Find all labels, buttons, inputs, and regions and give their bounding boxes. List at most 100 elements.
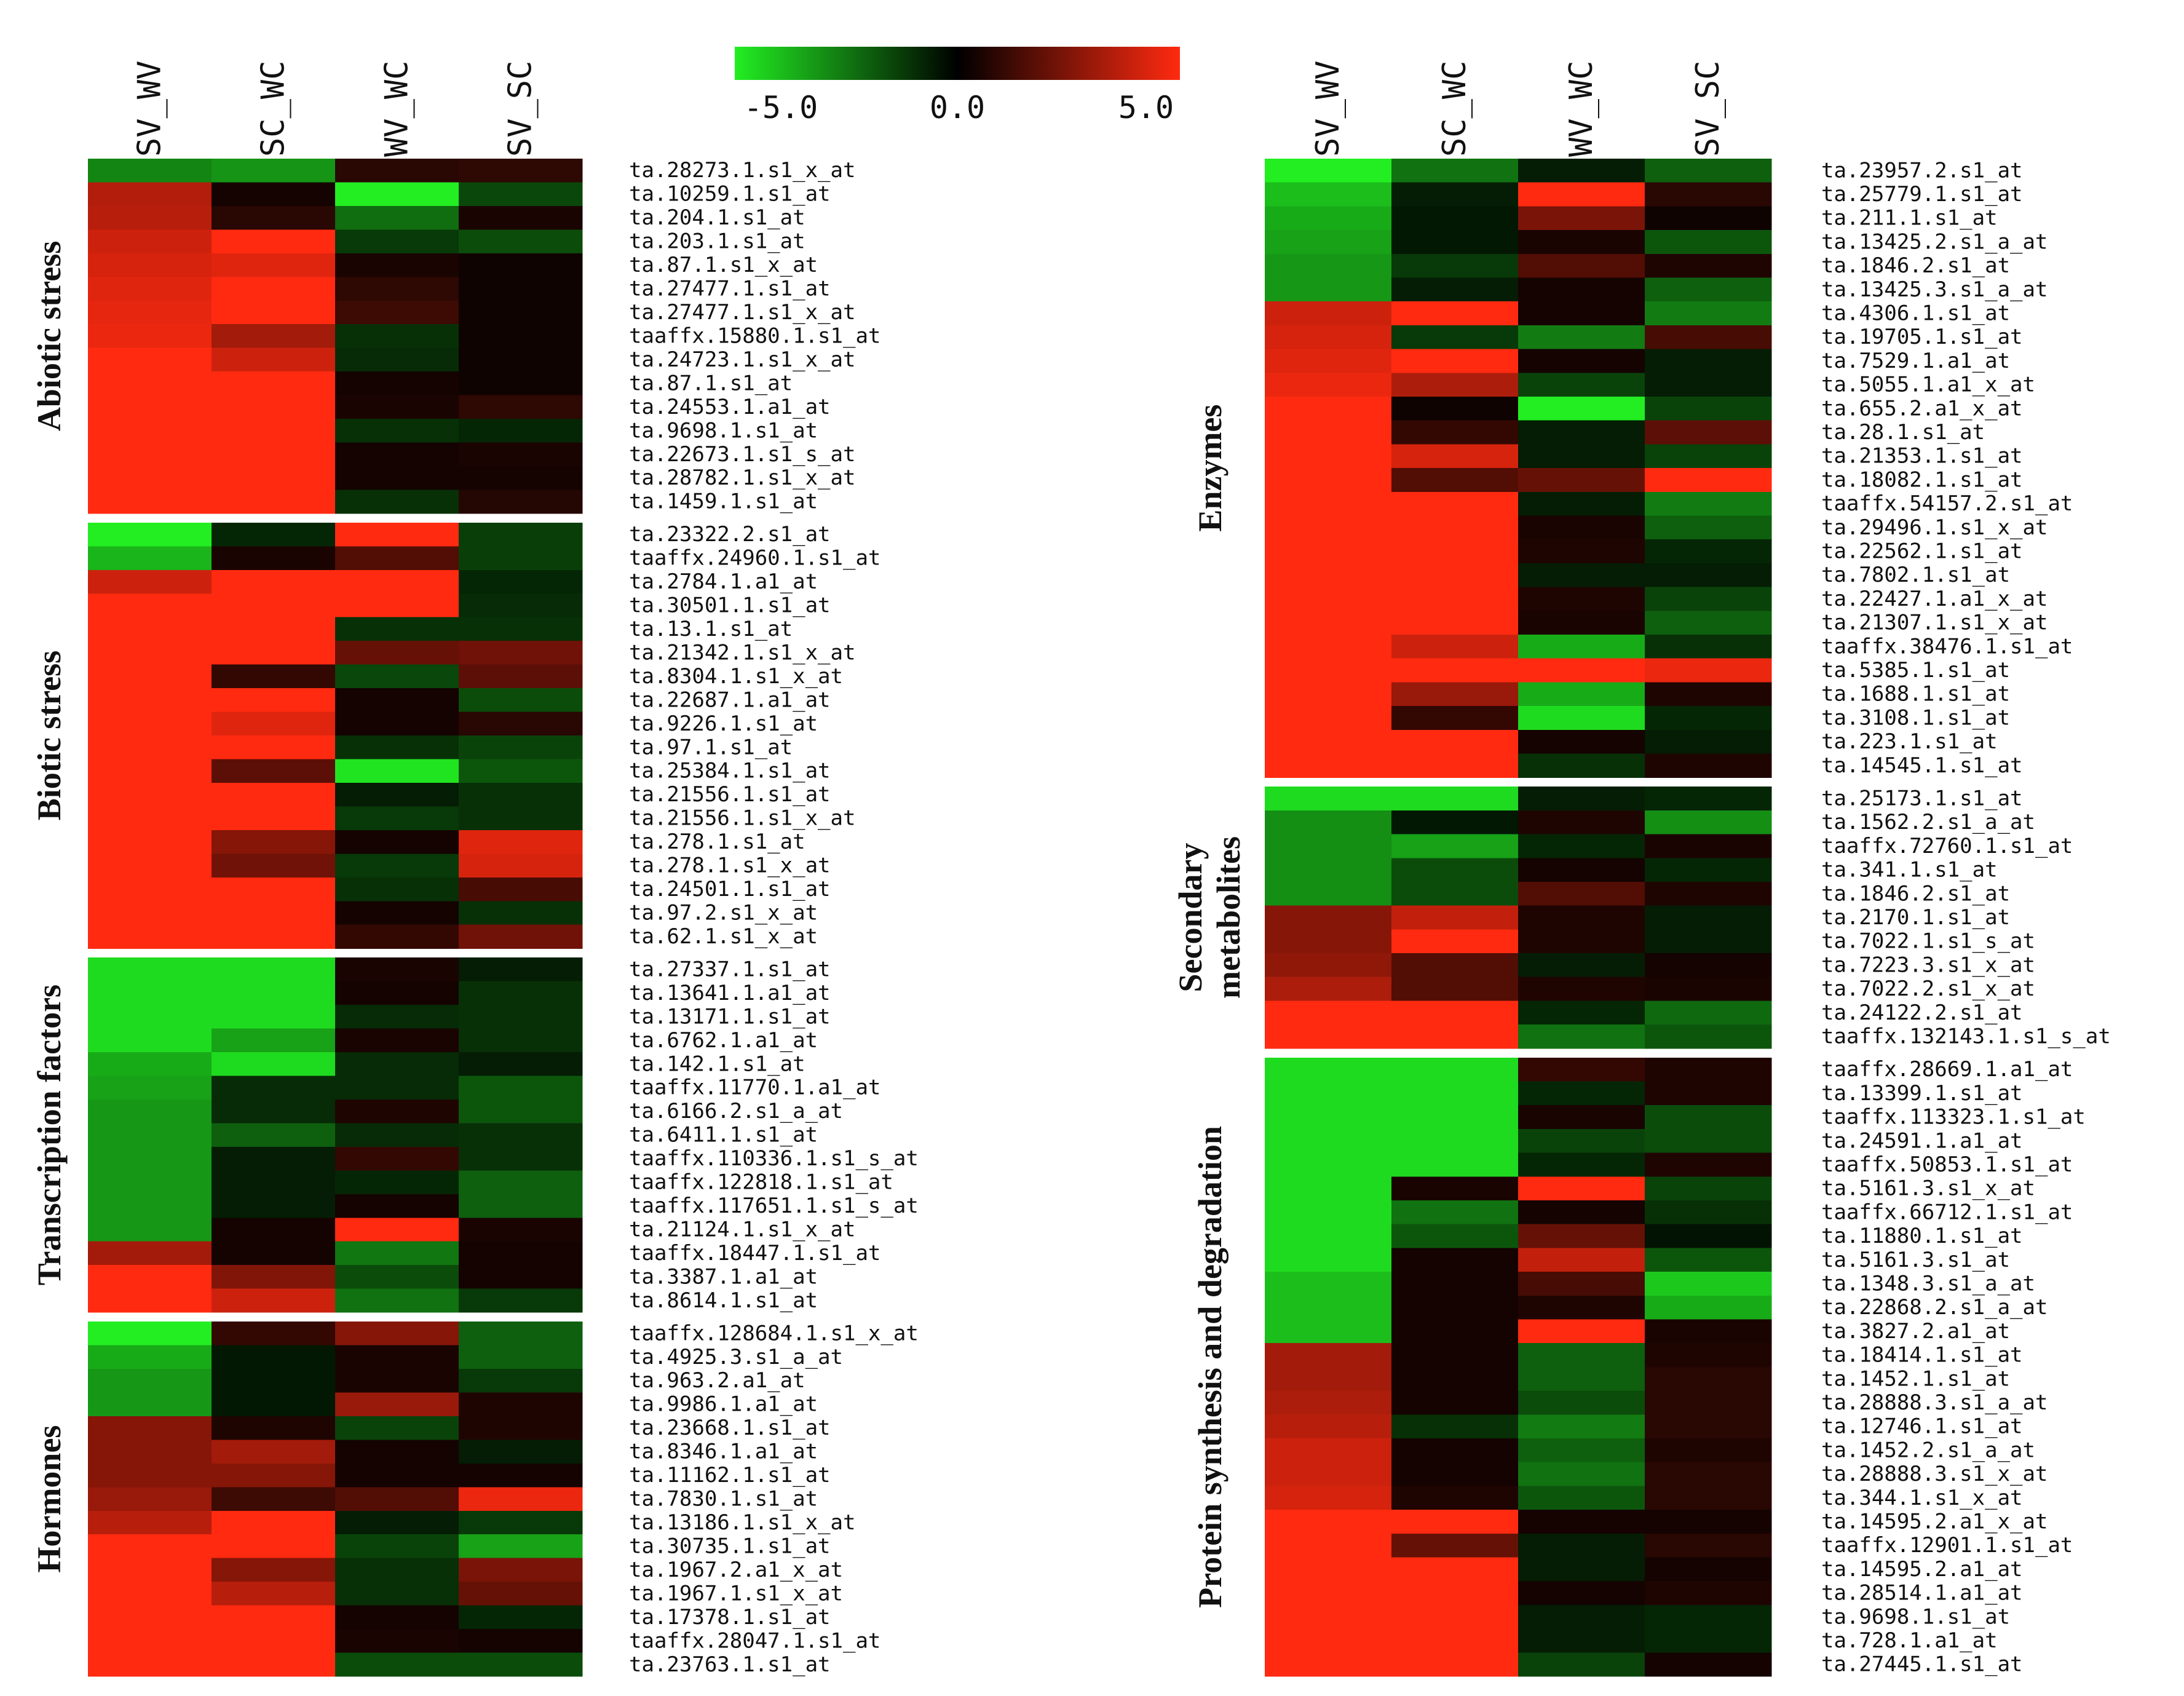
heatmap-cell [1518,349,1645,373]
probe-label: ta.7022.2.s1_x_at [1821,977,2035,1001]
heatmap-cell [459,957,583,982]
heatmap-cell [1391,563,1519,588]
heatmap-cell [1645,953,1772,978]
probe-label: ta.7223.3.s1_x_at [1821,953,2035,977]
probe-label: ta.29496.1.s1_x_at [1821,515,2048,540]
heatmap-cell [1518,1581,1645,1606]
heatmap-cell [212,688,336,713]
heatmap-cell [1265,1295,1392,1320]
heatmap-cell [1391,206,1519,231]
heatmap-cell [335,229,459,254]
heatmap-cell [88,1005,212,1029]
heatmap-cell [335,1392,459,1417]
heatmap-cell [1391,277,1519,302]
probe-label: ta.5161.3.s1_at [1821,1248,2010,1272]
heatmap-cell [212,1218,336,1242]
heatmap-cell [335,688,459,713]
heatmap-cell [1391,834,1519,858]
probe-label: ta.14545.1.s1_at [1821,753,2023,778]
heatmap-cell [1645,881,1772,906]
heatmap-cell [1391,1510,1519,1534]
heatmap-cell [88,1076,212,1100]
probe-label: ta.5161.3.s1_x_at [1821,1176,2035,1201]
group-label-line: Secondary [1172,843,1209,993]
probe-label: ta.963.2.a1_at [629,1368,805,1393]
probe-label: ta.28514.1.a1_at [1821,1581,2023,1606]
heatmap-cell [1518,1462,1645,1487]
probe-label: ta.8346.1.a1_at [629,1440,818,1464]
color-scale-bar [735,47,1180,80]
heatmap-cell [1645,1557,1772,1582]
group-label-line: metabolites [1210,836,1247,999]
heatmap-cell [1645,349,1772,373]
heatmap-cell [212,1416,336,1440]
color-scale-mid-label: 0.0 [930,90,985,125]
probe-label: ta.204.1.s1_at [629,205,805,230]
heatmap-cell [1391,1024,1519,1049]
probe-label: taaffx.113323.1.s1_at [1821,1105,2086,1130]
heatmap-cell [1265,1604,1392,1630]
probe-label: ta.6762.1.a1_at [629,1028,818,1053]
heatmap-cell [88,759,212,783]
heatmap-cell [1518,230,1645,255]
heatmap-cell [1645,420,1772,445]
heatmap-cell [212,1369,336,1393]
group-label: Secondarymetabolites [1172,836,1247,999]
heatmap-cell [1391,1604,1519,1630]
heatmap-cell [1391,858,1519,882]
heatmap-cell [335,1265,459,1290]
probe-label: taaffx.28047.1.s1_at [629,1628,880,1653]
probe-label: ta.5055.1.a1_x_at [1821,373,2035,397]
heatmap-cell [1391,658,1519,683]
heatmap-cell [335,1052,459,1077]
probe-label: taaffx.122818.1.s1_at [629,1170,893,1195]
heatmap-group: taaffx.28669.1.a1_atta.13399.1.s1_attaaf… [1192,1057,2086,1676]
heatmap-cell [88,277,212,301]
heatmap-cell [88,1463,212,1488]
heatmap-cell [1265,1272,1392,1296]
heatmap-cell [459,1194,583,1218]
heatmap-cell [1645,1295,1772,1320]
heatmap-cell [212,1028,336,1053]
heatmap-cell [88,806,212,831]
heatmap-cell [335,593,459,618]
heatmap-cell [335,901,459,925]
heatmap-cell [88,229,212,254]
probe-label: ta.27337.1.s1_at [629,957,831,981]
heatmap-cell [459,901,583,925]
heatmap-cell [335,253,459,277]
heatmap-cell [1518,539,1645,564]
heatmap-cell [335,806,459,831]
heatmap-cell [1391,634,1519,659]
heatmap-cell [459,1416,583,1440]
heatmap-cell [335,205,459,230]
heatmap-cell [335,1241,459,1266]
probe-label: ta.28888.3.s1_a_at [1821,1390,2048,1415]
heatmap-cell [1645,491,1772,517]
heatmap-cell [1391,1272,1519,1296]
probe-label: ta.21342.1.s1_x_at [629,640,855,665]
heatmap-cell [212,617,336,641]
probe-label: ta.24122.2.s1_at [1821,1001,2023,1025]
heatmap-cell [88,300,212,325]
heatmap-cell [212,229,336,254]
heatmap-cell [1391,1438,1519,1463]
heatmap-cell [212,569,336,594]
heatmap-cell [335,1534,459,1559]
heatmap-cell [1265,1224,1392,1249]
heatmap-cell [88,957,212,982]
probe-label: ta.278.1.s1_at [629,830,805,854]
probe-label: ta.211.1.s1_at [1821,206,1998,231]
column-header: SV_SC [502,60,539,157]
heatmap-cell [335,1440,459,1464]
heatmap-cell [88,782,212,807]
heatmap-cell [88,1241,212,1266]
heatmap-cell [212,1194,336,1218]
heatmap-cell [335,854,459,878]
heatmap-cell [1391,349,1519,373]
heatmap-cell [1265,1462,1392,1487]
heatmap-cell [459,347,583,372]
probe-label: taaffx.72760.1.s1_at [1821,834,2073,858]
heatmap-cell [459,466,583,491]
